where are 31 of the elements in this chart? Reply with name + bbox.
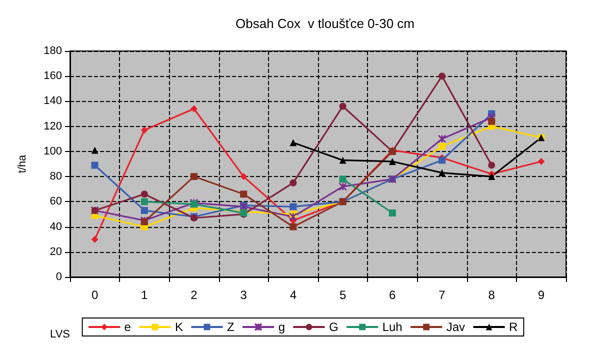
chart-title: Obsah Cox v tloušťce 0-30 cm	[235, 16, 415, 31]
x-tick-label: 3	[240, 288, 248, 302]
x-tick-label: 6	[389, 288, 396, 302]
y-tick-label: 160	[44, 70, 62, 82]
legend-label: G	[328, 320, 338, 334]
legend-label: g	[278, 320, 286, 334]
x-tick-label: 0	[91, 288, 98, 302]
legend-label: Jav	[446, 320, 466, 334]
y-axis-title: t/ha	[16, 154, 28, 174]
x-tick-label: 5	[339, 288, 346, 302]
x-tick-label: 1	[141, 288, 148, 302]
y-tick-label: 60	[50, 196, 62, 208]
x-tick-label: 2	[190, 288, 198, 302]
legend-label: Z	[226, 320, 234, 334]
x-axis-title: LVS	[50, 328, 70, 340]
y-tick-label: 100	[44, 145, 62, 158]
x-tick-label: 7	[438, 288, 446, 302]
legend-label: e	[124, 320, 132, 334]
legend-label: K	[174, 320, 183, 334]
y-tick-label: 20	[50, 246, 62, 258]
y-tick-label: 80	[50, 170, 62, 183]
y-tick-label: 40	[50, 220, 62, 233]
x-tick-label: 9	[538, 288, 545, 302]
y-tick-label: 180	[44, 45, 62, 57]
y-tick-label: 0	[56, 271, 62, 283]
legend-label: Luh	[382, 320, 402, 334]
x-tick-label: 8	[488, 288, 496, 302]
y-tick-label: 120	[44, 120, 62, 132]
x-tick-label: 4	[290, 288, 297, 302]
legend-label: R	[509, 320, 518, 334]
y-tick-label: 140	[44, 95, 62, 108]
